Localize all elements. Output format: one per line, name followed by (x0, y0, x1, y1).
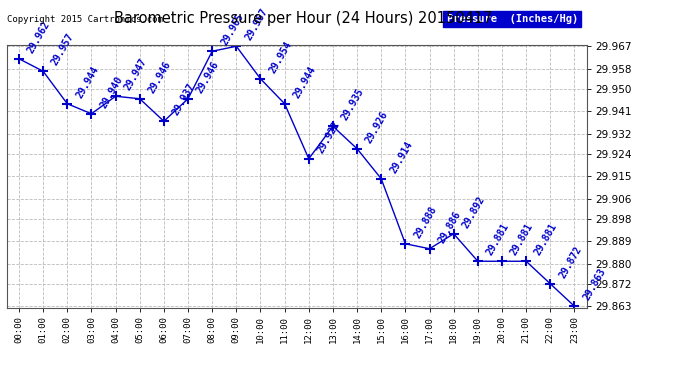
Text: 29.922: 29.922 (316, 119, 342, 154)
Text: 29.935: 29.935 (340, 87, 366, 122)
Text: 29.926: 29.926 (364, 109, 391, 145)
Text: 29.881: 29.881 (533, 222, 560, 257)
Text: 29.881: 29.881 (509, 222, 535, 257)
Text: 29.944: 29.944 (292, 64, 318, 100)
Text: 29.962: 29.962 (26, 19, 52, 55)
Text: 29.965: 29.965 (219, 12, 246, 47)
Text: 29.946: 29.946 (195, 59, 221, 94)
Text: 29.937: 29.937 (171, 81, 197, 117)
Text: 29.944: 29.944 (75, 64, 101, 100)
Text: 29.888: 29.888 (413, 204, 439, 240)
Text: 29.872: 29.872 (558, 244, 584, 280)
Text: 29.863: 29.863 (582, 267, 608, 302)
Text: 29.940: 29.940 (99, 74, 125, 110)
Text: 29.886: 29.886 (437, 209, 463, 245)
Text: Pressure  (Inches/Hg): Pressure (Inches/Hg) (446, 14, 578, 24)
Text: Barometric Pressure per Hour (24 Hours) 20150417: Barometric Pressure per Hour (24 Hours) … (115, 11, 493, 26)
Text: 29.967: 29.967 (244, 6, 270, 42)
Text: 29.914: 29.914 (388, 139, 415, 175)
Text: 29.947: 29.947 (123, 57, 149, 92)
Text: 29.946: 29.946 (147, 59, 173, 94)
Text: 29.881: 29.881 (485, 222, 511, 257)
Text: 29.954: 29.954 (268, 39, 294, 75)
Text: 29.957: 29.957 (50, 32, 77, 67)
Text: 29.892: 29.892 (461, 194, 487, 230)
Text: Copyright 2015 Cartronics.com: Copyright 2015 Cartronics.com (7, 15, 163, 24)
